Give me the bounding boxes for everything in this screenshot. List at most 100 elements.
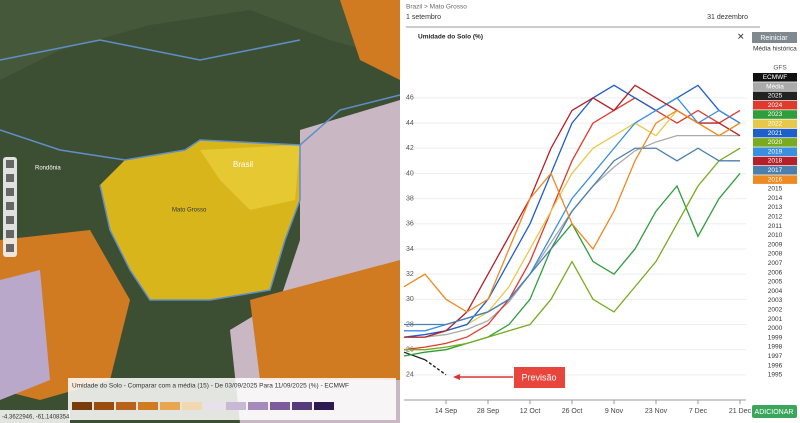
legend-item: 2020 (768, 139, 783, 146)
swatch (292, 402, 312, 410)
legend-item[interactable]: 1998 (768, 344, 783, 351)
legend-swatch[interactable] (753, 91, 797, 101)
coord-box (0, 410, 70, 423)
legend-item[interactable]: 2002 (768, 307, 783, 314)
map-label: Brasil (233, 160, 253, 169)
series-line (403, 109, 741, 313)
map-legend-swatches (72, 402, 334, 410)
series-line (404, 147, 740, 326)
tool-measure[interactable] (6, 230, 14, 238)
legend-item: 2022 (768, 121, 783, 128)
legend-item: 2016 (768, 176, 783, 183)
legend-item[interactable]: 2013 (768, 204, 783, 211)
y-tick-label: 44 (406, 120, 414, 127)
swatch (72, 402, 92, 410)
legend-swatch[interactable] (753, 100, 797, 110)
swatch (226, 402, 246, 410)
map-label: Mato Grosso (172, 208, 207, 214)
breadcrumb[interactable]: Brazil > Mato Grosso (406, 4, 467, 11)
legend-item: 2021 (768, 130, 783, 137)
tool-locate[interactable] (6, 202, 14, 210)
legend-item[interactable]: 2003 (768, 297, 783, 304)
map-area (200, 145, 300, 210)
swatch (248, 402, 268, 410)
map[interactable]: Brasil Mato Grosso Rondônia Umidade do S… (0, 0, 401, 423)
callout-arrowhead (453, 374, 460, 380)
legend-swatch[interactable] (753, 82, 797, 91)
legend-item: 2018 (768, 158, 783, 165)
close-icon[interactable]: ✕ (737, 31, 745, 41)
legend-item[interactable]: 1999 (768, 334, 783, 341)
legend-header: Média histórica (753, 46, 797, 53)
legend-item[interactable]: 2011 (768, 223, 782, 230)
tool-zoom-out[interactable] (6, 188, 14, 196)
y-tick-label: 30 (406, 296, 414, 303)
y-tick-label: 34 (406, 246, 414, 253)
legend-swatch[interactable] (753, 128, 797, 138)
y-tick-label: 32 (406, 271, 414, 278)
date-end[interactable]: 31 dezembro (707, 14, 748, 21)
x-tick-label: 26 Oct (562, 408, 583, 415)
legend-item: GFS (773, 65, 787, 72)
callout-label: Previsão (521, 372, 556, 382)
legend-item[interactable]: 1995 (768, 372, 783, 379)
legend-item[interactable]: 1996 (768, 362, 783, 369)
legend-item[interactable]: 2012 (768, 214, 783, 221)
legend-swatch[interactable] (753, 147, 797, 156)
legend-swatch[interactable] (753, 119, 797, 129)
legend-swatch[interactable] (753, 73, 797, 82)
legend-item[interactable]: 2000 (768, 325, 783, 332)
series-line (403, 351, 426, 361)
swatch (116, 402, 136, 410)
legend-item[interactable]: 2008 (768, 251, 783, 258)
swatch (204, 402, 224, 410)
legend-item[interactable]: 2001 (768, 316, 783, 323)
legend-item: 2025 (768, 93, 783, 100)
legend-item[interactable]: 2007 (768, 260, 783, 267)
legend-item[interactable]: 2015 (768, 186, 783, 193)
y-tick-label: 38 (406, 195, 414, 202)
legend-swatch[interactable] (753, 175, 797, 184)
map-legend (68, 378, 396, 420)
panel (400, 0, 800, 423)
legend-item[interactable]: 2006 (768, 269, 783, 276)
legend-swatch[interactable] (753, 110, 797, 119)
reset-button[interactable] (752, 32, 797, 43)
legend-item[interactable]: 2014 (768, 195, 783, 202)
x-tick-label: 28 Sep (477, 408, 499, 415)
map-label: Rondônia (35, 166, 61, 172)
legend-item[interactable]: 2009 (768, 241, 783, 248)
date-start[interactable]: 1 setembro (406, 14, 441, 21)
legend-item[interactable]: 2005 (768, 279, 783, 286)
tool-search[interactable] (6, 216, 14, 224)
tool-draw[interactable] (6, 244, 14, 252)
legend-item[interactable]: 2010 (768, 232, 783, 239)
tool-zoom-in[interactable] (6, 174, 14, 182)
legend-swatch[interactable] (753, 138, 797, 147)
swatch (270, 402, 290, 410)
y-tick-label: 46 (406, 95, 414, 102)
legend-item: 2024 (768, 102, 783, 109)
legend-swatch[interactable] (753, 166, 797, 175)
reset-label: Reiniciar (760, 35, 788, 42)
legend-item[interactable]: 2004 (768, 288, 783, 295)
add-label: ADICIONAR (755, 409, 794, 416)
coordinates: -4.3622946, -61.1408354 (2, 415, 70, 421)
legend-item: ECMWF (763, 74, 788, 81)
x-tick-label: 21 Dec (729, 408, 752, 415)
map-area (250, 260, 400, 380)
y-tick-label: 42 (406, 145, 414, 152)
series-line (403, 84, 741, 338)
swatch (182, 402, 202, 410)
tool-layers[interactable] (6, 160, 14, 168)
y-tick-label: 36 (406, 221, 414, 228)
map-toolbar (3, 157, 17, 257)
legend-item: Média (766, 83, 784, 90)
swatch (138, 402, 158, 410)
legend-item: 2023 (768, 111, 783, 118)
legend-swatch[interactable] (753, 156, 797, 166)
legend-item: 2019 (768, 148, 783, 155)
add-button[interactable] (752, 405, 797, 418)
legend-item[interactable]: 1997 (768, 353, 783, 360)
